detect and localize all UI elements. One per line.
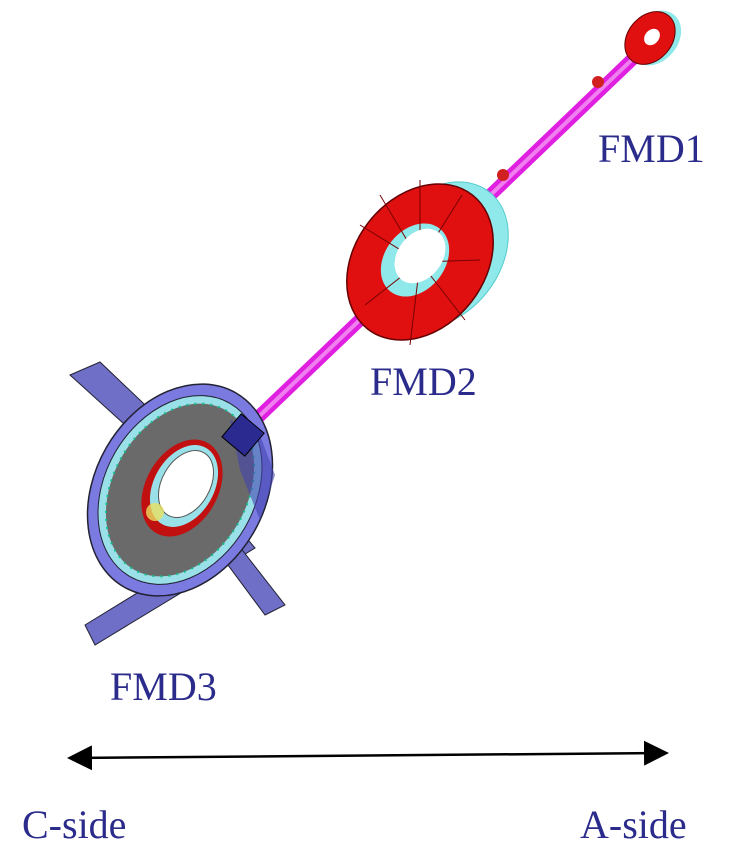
- direction-arrow: [67, 740, 669, 771]
- a-side-label: A-side: [580, 802, 687, 845]
- fmd3-label: FMD3: [110, 664, 217, 709]
- fmd3-detector: [69, 361, 286, 646]
- c-side-label: C-side: [22, 802, 126, 845]
- fmd2-detector: [346, 180, 509, 346]
- fmd1-detector: [624, 10, 682, 66]
- fmd2-label: FMD2: [370, 359, 477, 404]
- pipe-flange: [497, 169, 509, 181]
- pipe-flange: [592, 76, 604, 88]
- fmd1-label: FMD1: [598, 126, 705, 171]
